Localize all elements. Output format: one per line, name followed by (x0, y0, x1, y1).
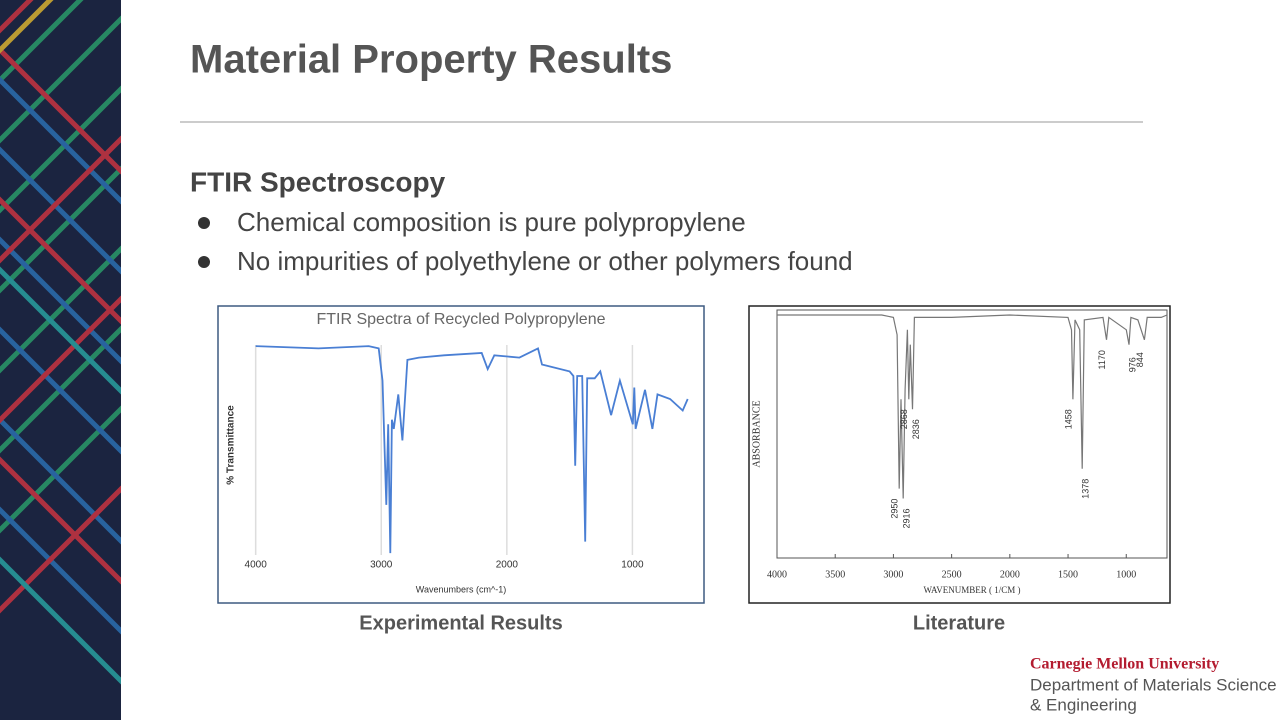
x-tick-label: 1500 (1058, 569, 1078, 580)
x-tick-label: 1000 (1116, 569, 1136, 580)
peak-label: 2868 (899, 409, 909, 429)
peak-label: 1458 (1063, 409, 1073, 429)
y-axis-label: % Transmittance (226, 405, 237, 485)
x-tick-label: 3500 (825, 569, 845, 580)
figure-frame (748, 305, 1171, 604)
peak-label: 2950 (890, 499, 900, 519)
bullet-text: No impurities of polyethylene or other p… (237, 246, 853, 276)
figure-caption: Literature (913, 612, 1005, 634)
x-axis-label: WAVENUMBER ( 1/CM ) (923, 585, 1020, 595)
figure-frame (217, 305, 705, 604)
peak-label: 2916 (902, 508, 912, 528)
department-line: Department of Materials Science (1030, 675, 1277, 694)
x-tick-label: 4000 (245, 560, 268, 571)
department-line: & Engineering (1030, 695, 1137, 714)
spectrum-line (255, 345, 689, 554)
bullet-text: Chemical composition is pure polypropyle… (237, 207, 746, 237)
peak-label: 844 (1135, 352, 1145, 367)
peak-label: 1170 (1097, 350, 1107, 369)
peak-label: 1378 (1081, 479, 1091, 499)
peak-label: 976 (1127, 357, 1137, 372)
y-axis-label: ABSORBANCE (751, 400, 762, 467)
x-tick-label: 2000 (1000, 569, 1020, 580)
university-name: Carnegie Mellon University (1030, 656, 1219, 673)
x-axis-label: Wavenumbers (cm^-1) (416, 584, 506, 594)
x-tick-label: 4000 (767, 569, 787, 580)
x-tick-label: 2000 (496, 560, 519, 571)
slide-title: Material Property Results (190, 38, 672, 82)
spectrum-line (777, 314, 1168, 499)
section-heading: FTIR Spectroscopy (190, 166, 446, 197)
decorative-stripe (0, 0, 121, 720)
figure-caption: Experimental Results (359, 612, 562, 634)
chart-title: FTIR Spectra of Recycled Polypropylene (316, 311, 605, 328)
x-tick-label: 2500 (942, 569, 962, 580)
bullet-dot (198, 256, 210, 268)
peak-label: 2836 (911, 419, 921, 439)
bullet-dot (198, 217, 210, 229)
x-tick-label: 3000 (883, 569, 903, 580)
x-tick-label: 3000 (370, 560, 393, 571)
plot-frame (776, 309, 1168, 559)
x-tick-label: 1000 (621, 560, 644, 571)
